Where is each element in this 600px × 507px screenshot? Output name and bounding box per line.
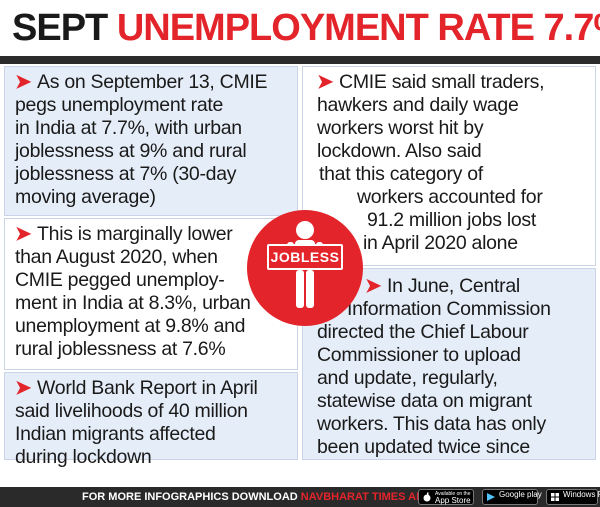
- arrow-icon: ➤: [15, 377, 32, 399]
- text-line: Commissioner to upload: [317, 344, 521, 366]
- text-line: World Bank Report in April: [37, 377, 258, 399]
- text-line: As on September 13, CMIE: [37, 71, 268, 93]
- headline-main: UNEMPLOYMENT RATE 7.7%: [116, 7, 600, 49]
- text-line: joblessness at 7% (30-day: [15, 163, 237, 185]
- text-line: than August 2020, when: [15, 246, 218, 268]
- text-line: CMIE said small traders,: [339, 71, 545, 93]
- jobless-sign: JOBLESS: [267, 244, 343, 270]
- apple-icon: [423, 492, 431, 502]
- arrow-icon: ➤: [317, 71, 334, 93]
- footer-brand: NAVBHARAT TIMES APP: [300, 491, 431, 503]
- store-small-text: Available on the: [435, 491, 471, 497]
- text-line: that this category of: [319, 163, 483, 185]
- panel-small-traders: ➤ CMIE said small traders, hawkers and da…: [302, 66, 596, 266]
- store-name: App Store: [435, 496, 471, 505]
- text-line: pegs unemployment rate: [15, 94, 224, 116]
- text-line: and update, regularly,: [317, 367, 498, 389]
- text-line: unemployment at 9.8% and: [15, 315, 246, 337]
- text-line: Information Commission: [347, 298, 551, 320]
- text-line: 91.2 million jobs lost: [367, 209, 536, 231]
- title-divider: [0, 56, 600, 64]
- headline: SEPT UNEMPLOYMENT RATE 7.7%: [0, 0, 600, 56]
- text-line: moving average): [15, 186, 156, 208]
- text-line: directed the Chief Labour: [317, 321, 529, 343]
- play-icon: [487, 493, 495, 501]
- footer-prompt: FOR MORE INFOGRAPHICS DOWNLOAD: [82, 491, 298, 503]
- panel-cmie-september: ➤ As on September 13, CMIE pegs unemploym…: [4, 66, 298, 216]
- text-line: workers accounted for: [357, 186, 543, 208]
- store-name: Windows Phone: [563, 490, 600, 499]
- text-line: workers. This data has only: [317, 413, 546, 435]
- footer-text: FOR MORE INFOGRAPHICS DOWNLOAD NAVBHARAT…: [82, 487, 431, 507]
- arrow-icon: ➤: [365, 275, 382, 297]
- text-line: in April 2020 alone: [363, 232, 518, 254]
- text-line: This is marginally lower: [37, 223, 233, 245]
- arrow-icon: ➤: [15, 223, 32, 245]
- footer-bar: FOR MORE INFOGRAPHICS DOWNLOAD NAVBHARAT…: [0, 487, 600, 507]
- panel-august-comparison: ➤ This is marginally lower than August 20…: [4, 218, 298, 370]
- text-line: hawkers and daily wage: [317, 94, 519, 116]
- text-line: ment in India at 8.3%, urban: [15, 292, 251, 314]
- text-line: CMIE pegged unemploy-: [15, 269, 225, 291]
- store-name: Google play: [499, 490, 542, 499]
- text-line: been updated twice since: [317, 436, 530, 458]
- text-line: Indian migrants affected: [15, 423, 216, 445]
- panel-cic-directive: ➤ In June, Central Information Commission…: [302, 268, 596, 460]
- text-line: said livelihoods of 40 million: [15, 400, 248, 422]
- windows-phone-badge[interactable]: Windows Phone: [546, 489, 600, 505]
- text-line: joblessness at 9% and rural: [15, 140, 247, 162]
- panel-world-bank: ➤ World Bank Report in April said livelih…: [4, 372, 298, 468]
- text-line: statewise data on migrant: [317, 390, 532, 412]
- text-line: lockdown. Also said: [317, 140, 482, 162]
- google-play-badge[interactable]: Google play: [482, 489, 542, 505]
- arrow-icon: ➤: [15, 71, 32, 93]
- text-line: In June, Central: [387, 275, 520, 297]
- text-line: in India at 7.7%, with urban: [15, 117, 242, 139]
- text-line: during lockdown: [15, 446, 152, 468]
- text-line: rural joblessness at 7.6%: [15, 338, 226, 360]
- windows-icon: [551, 493, 559, 501]
- app-store-badge[interactable]: Available on the App Store: [418, 489, 474, 505]
- headline-prefix: SEPT: [12, 7, 108, 49]
- text-line: workers worst hit by: [317, 117, 484, 139]
